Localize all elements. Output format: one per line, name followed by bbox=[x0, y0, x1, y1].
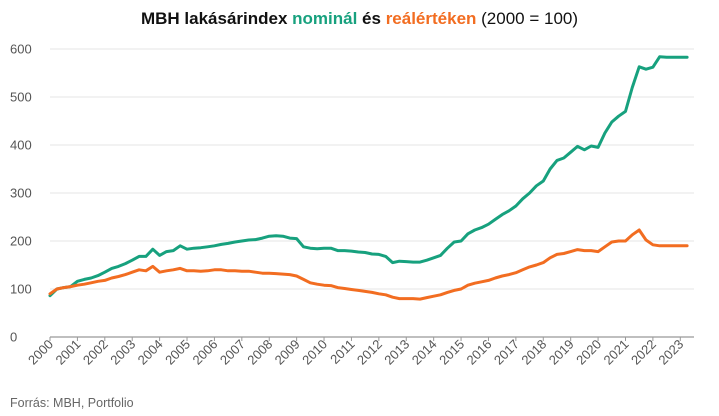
x-tick-label: 2022 bbox=[628, 337, 659, 368]
x-tick-label: 2005 bbox=[162, 337, 193, 368]
x-tick-label: 2004 bbox=[135, 337, 166, 368]
title-part-5: (2000 = 100) bbox=[476, 9, 579, 28]
series-line-real bbox=[48, 228, 689, 301]
x-tick-label: 2009 bbox=[272, 337, 303, 368]
grid bbox=[50, 48, 694, 338]
y-tick-label: 200 bbox=[10, 234, 32, 249]
y-tick-label: 600 bbox=[10, 42, 32, 57]
x-tick-label: 2008 bbox=[244, 337, 275, 368]
x-tick-label: 2017 bbox=[491, 337, 522, 368]
series-lines bbox=[48, 55, 689, 301]
x-tick-label: 2018 bbox=[518, 337, 549, 368]
x-tick-label: 2003 bbox=[107, 337, 138, 368]
y-axis-ticks: 0 100 200 300 400 500 600 bbox=[10, 42, 32, 345]
series-line-nominal bbox=[48, 55, 689, 298]
source-note: Forrás: MBH, Portfolio bbox=[10, 396, 134, 410]
y-tick-label: 400 bbox=[10, 138, 32, 153]
x-tick-label: 2020 bbox=[573, 337, 604, 368]
y-tick-label: 0 bbox=[10, 330, 17, 345]
x-tick-label: 2021 bbox=[601, 337, 632, 368]
x-tick-label: 2012 bbox=[354, 337, 385, 368]
x-tick-label: 2011 bbox=[327, 337, 357, 367]
x-tick-label: 2023 bbox=[655, 337, 686, 368]
title-nominal: nominál bbox=[292, 9, 358, 28]
title-real: reálértéken bbox=[385, 9, 477, 28]
title-part-3: és bbox=[357, 9, 386, 28]
x-tick-label: 2013 bbox=[381, 337, 412, 368]
x-tick-label: 2015 bbox=[436, 337, 467, 368]
x-tick-label: 2002 bbox=[80, 337, 111, 368]
x-tick-label: 2014 bbox=[409, 337, 440, 368]
x-tick-label: 2007 bbox=[217, 337, 248, 368]
y-tick-label: 300 bbox=[10, 186, 32, 201]
x-tick-label: 2010 bbox=[299, 337, 330, 368]
chart-title: MBH lakásárindex nominál és reálértéken … bbox=[0, 9, 719, 29]
x-tick-label: 2001 bbox=[52, 337, 83, 368]
y-tick-label: 100 bbox=[10, 282, 32, 297]
x-axis-ticks: 2000200120022003200420052006200720082009… bbox=[25, 337, 686, 368]
x-tick-label: 2006 bbox=[189, 337, 220, 368]
title-part-1: MBH lakásárindex bbox=[140, 9, 293, 28]
x-tick-label: 2016 bbox=[464, 337, 495, 368]
x-tick-label: 2019 bbox=[546, 337, 577, 368]
x-tick-label: 2000 bbox=[25, 337, 56, 368]
y-tick-label: 500 bbox=[10, 90, 32, 105]
